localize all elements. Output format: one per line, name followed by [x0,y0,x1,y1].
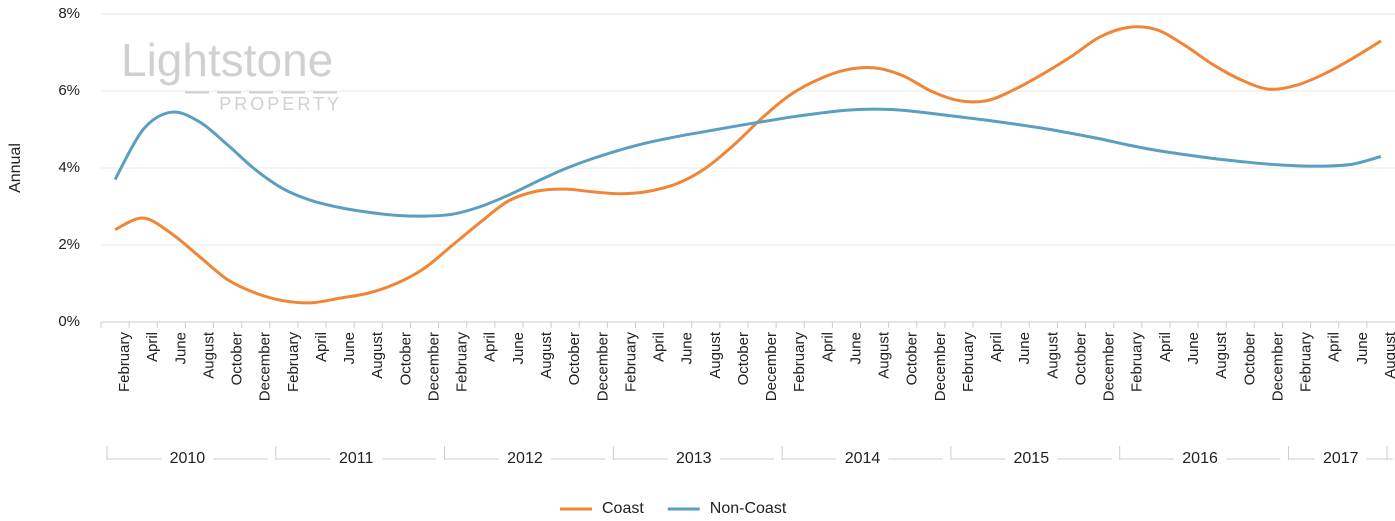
x-tick-label: February [1129,332,1146,393]
x-tick-label: April [988,332,1005,362]
group-label: 2015 [1014,450,1050,467]
group-label: 2013 [676,450,712,467]
y-tick-label: 6% [58,82,80,99]
x-tick-label: April [1326,332,1343,362]
group-label: 2014 [845,450,881,467]
x-tick-label: February [454,332,471,393]
x-tick-label: June [679,332,696,365]
x-tick-label: April [1157,332,1174,362]
legend-label: Non-Coast [710,500,787,517]
x-tick-label: August [707,331,724,379]
x-tick-label: February [1298,332,1315,393]
x-tick-label: June [847,332,864,365]
x-tick-label: February [116,332,133,393]
y-tick-label: 8% [58,5,80,22]
x-tick-label: February [622,332,639,393]
group-label: 2016 [1182,450,1218,467]
group-label: 2011 [339,450,374,467]
x-tick-label: August [538,331,555,379]
x-tick-label: December [1101,332,1118,401]
x-tick-label: February [791,332,808,393]
group-label: 2010 [170,450,206,467]
x-tick-label: December [1269,332,1286,401]
y-tick-label: 0% [58,313,80,330]
group-label: 2017 [1323,450,1359,467]
x-tick-label: February [285,332,302,393]
x-tick-label: June [341,332,358,365]
x-tick-label: December [763,332,780,401]
x-tick-label: October [397,332,414,385]
series-line [113,107,1382,218]
x-tick-label: August [369,331,386,379]
x-tick-label: October [566,332,583,385]
y-tick-label: 2% [58,236,80,253]
x-tick-label: October [1072,332,1089,385]
x-tick-label: April [482,332,499,362]
watermark-name: Lightstone [121,34,333,86]
x-tick-label: December [257,332,274,401]
y-tick-label: 4% [58,159,80,176]
watermark: Lightstone PROPERTY [121,34,342,114]
x-tick-label: August [1382,331,1395,379]
x-tick-label: August [1213,331,1230,379]
x-tick-label: February [960,332,977,393]
x-tick-label: June [1354,332,1371,365]
x-tick-label: October [904,332,921,385]
x-tick-label: June [1185,332,1202,365]
y-axis-label: Annual [7,143,24,193]
x-tick-label: October [229,332,246,385]
watermark-sub: PROPERTY [219,94,342,114]
x-tick-label: October [735,332,752,385]
x-tick-label: June [510,332,527,365]
x-tick-label: April [313,332,330,362]
x-tick-label: October [1241,332,1258,385]
x-tick-label: August [200,331,217,379]
x-tick-label: December [594,332,611,401]
x-tick-label: April [651,332,668,362]
legend-label: Coast [602,500,644,517]
x-tick-label: August [1044,331,1061,379]
x-tick-label: August [876,331,893,379]
group-label: 2012 [507,450,543,467]
x-tick-label: April [144,332,161,362]
x-tick-label: June [172,332,189,365]
x-tick-label: June [1016,332,1033,365]
x-tick-label: December [932,332,949,401]
x-tick-label: December [425,332,442,401]
series-line [114,25,1382,305]
x-tick-label: April [819,332,836,362]
